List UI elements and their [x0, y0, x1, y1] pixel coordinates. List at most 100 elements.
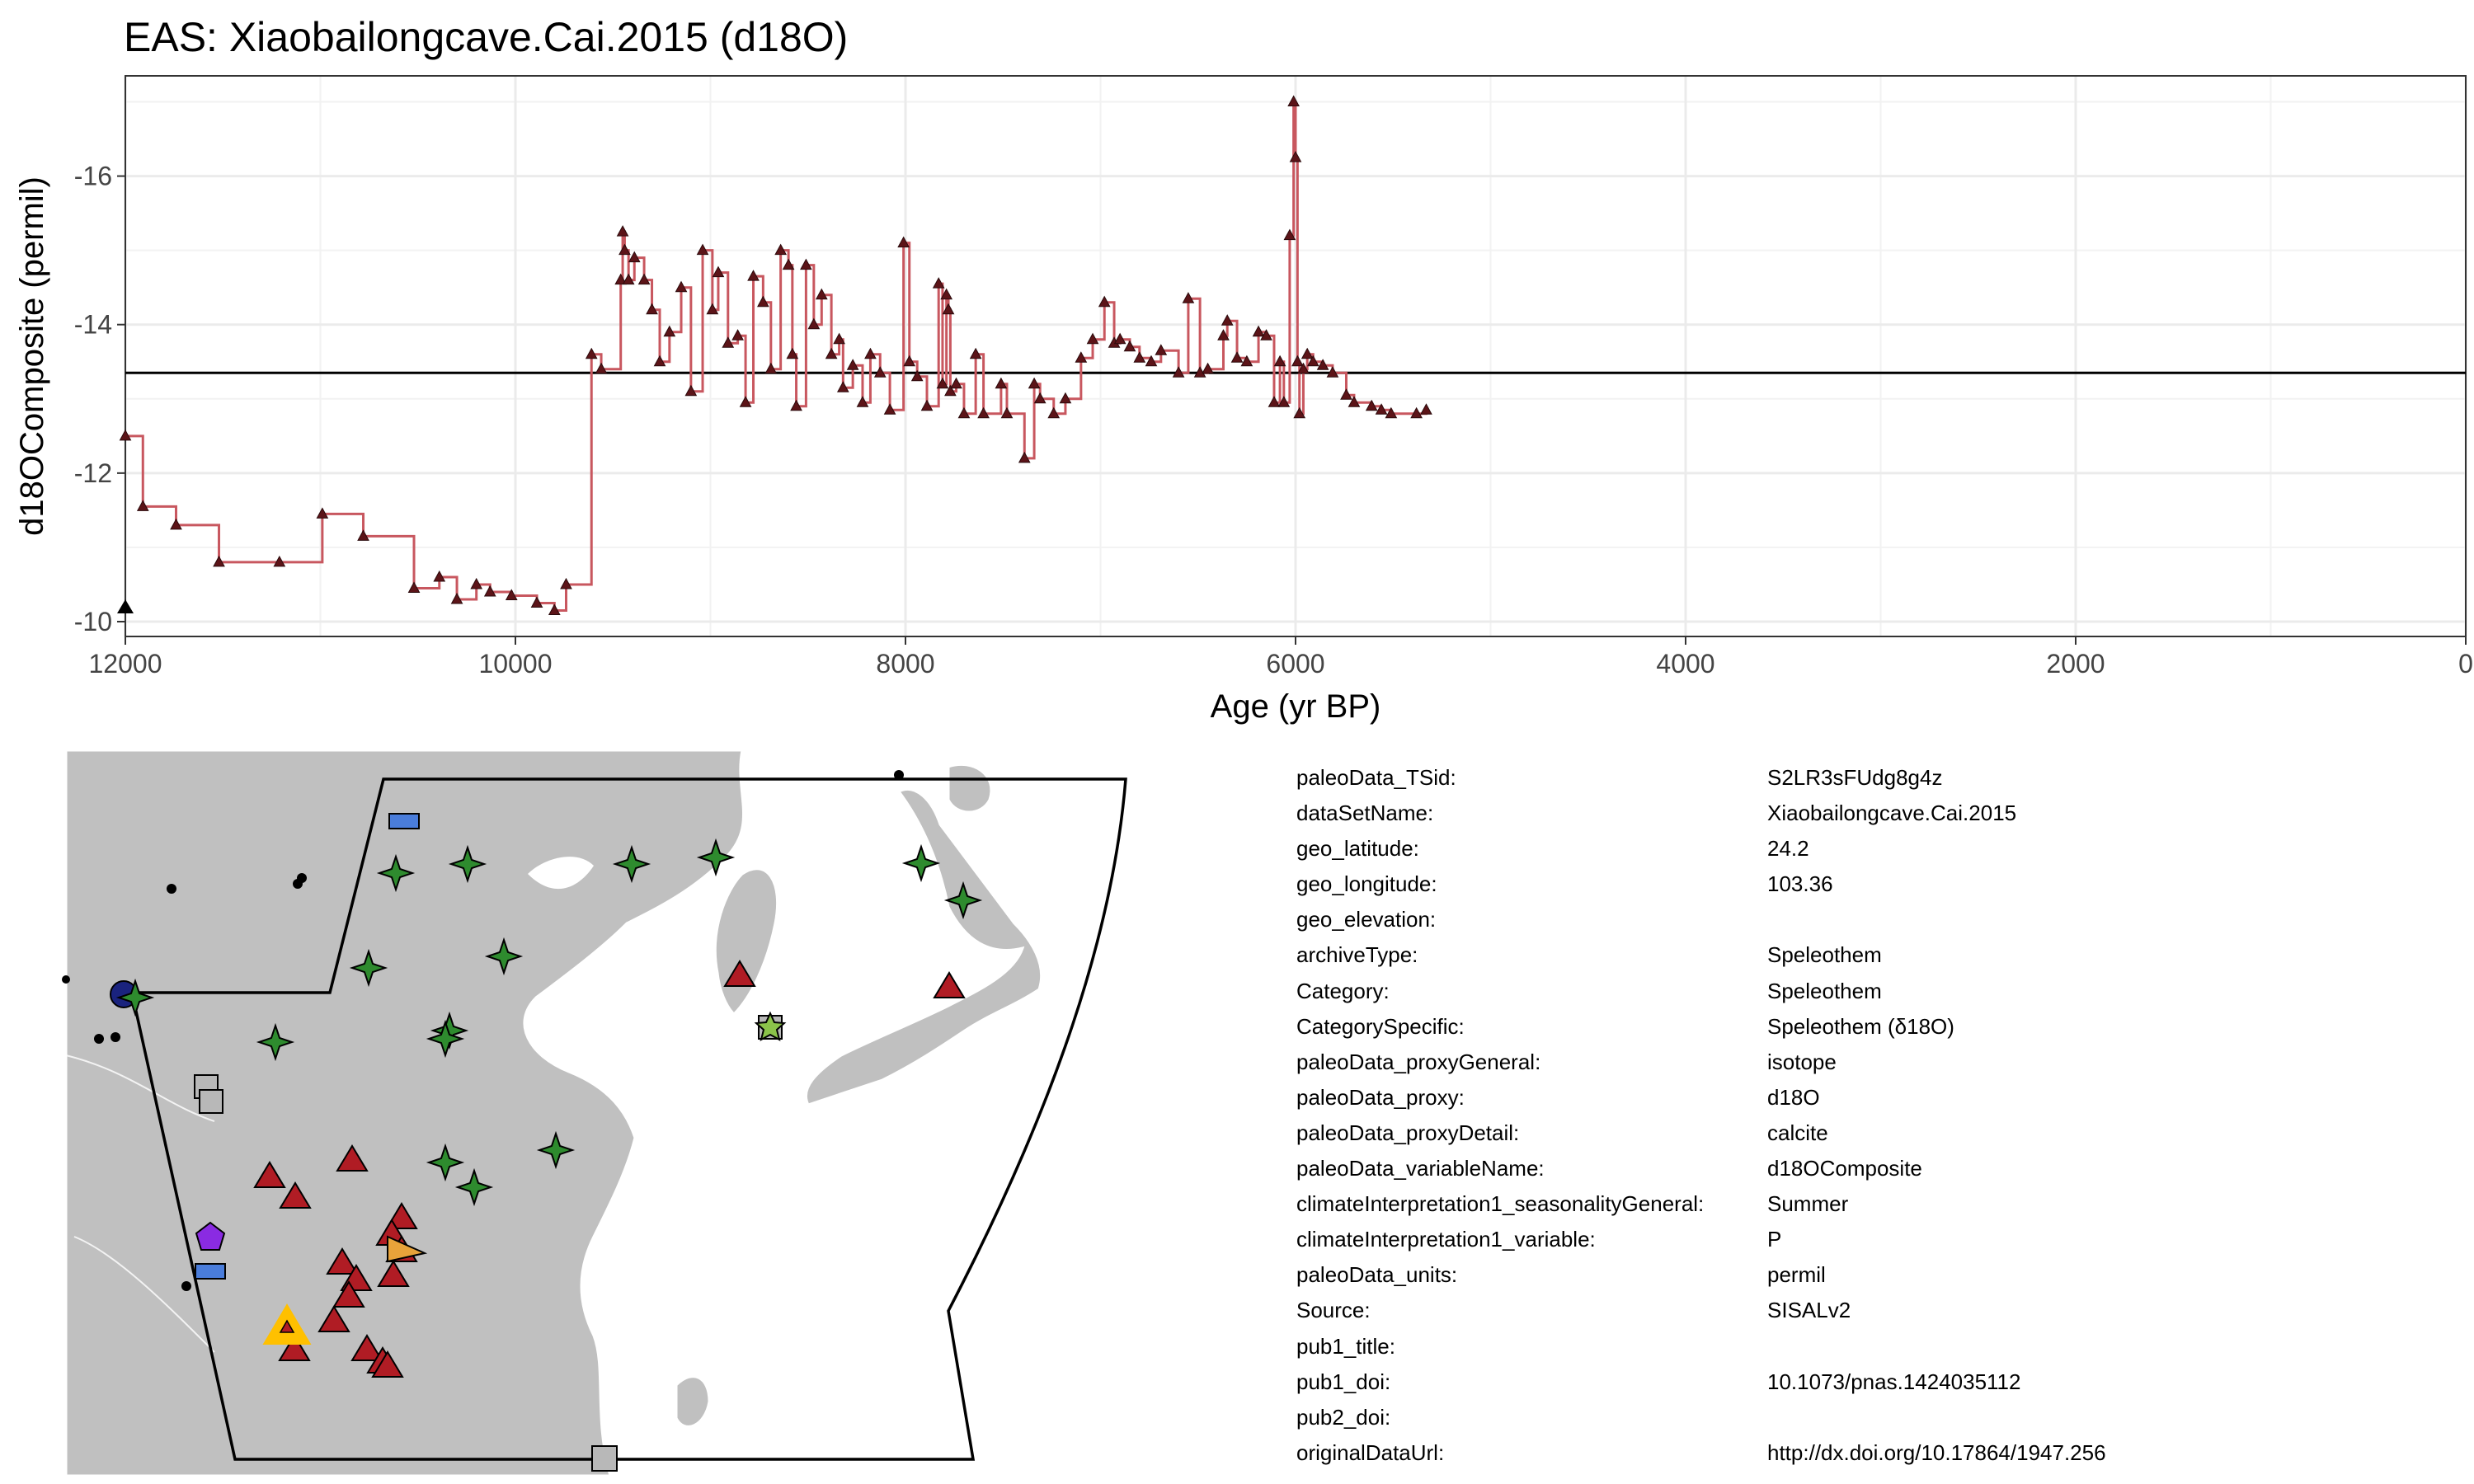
data-point	[1047, 406, 1061, 419]
inland-sea	[528, 857, 594, 890]
data-point	[1172, 366, 1185, 378]
data-point	[483, 585, 496, 597]
metadata-value: calcite	[1767, 1120, 1828, 1145]
data-point	[618, 243, 631, 256]
data-point	[585, 347, 598, 359]
site-star4	[696, 838, 736, 877]
data-point	[782, 258, 795, 270]
site-dot	[62, 975, 70, 984]
y-tick-label: -10	[74, 607, 112, 636]
metadata-key: geo_longitude:	[1296, 871, 1437, 897]
data-point	[790, 399, 802, 411]
site-square	[591, 1445, 618, 1472]
data-point	[1316, 359, 1329, 370]
data-point	[800, 258, 812, 270]
data-point	[873, 366, 887, 378]
site-dot	[894, 770, 904, 780]
data-point	[530, 596, 543, 608]
y-axis-label: d18OComposite (permil)	[14, 176, 50, 536]
metadata-value: d18OComposite	[1767, 1156, 1922, 1181]
site-square	[199, 1089, 223, 1114]
metadata-value: 24.2	[1767, 836, 1809, 862]
metadata-key: paleoData_proxy:	[1296, 1084, 1465, 1110]
site-star4	[448, 844, 487, 884]
data-point	[1306, 355, 1319, 367]
data-point	[119, 429, 132, 441]
metadata-key: geo_latitude:	[1296, 836, 1419, 862]
data-point	[1300, 347, 1314, 359]
x-tick-label: 10000	[479, 649, 553, 679]
data-point	[1273, 355, 1286, 367]
data-point	[833, 332, 845, 345]
site-star4	[536, 1130, 576, 1170]
data-point	[407, 581, 421, 593]
x-axis: 12000 10000 8000 6000 4000 2000 0	[89, 636, 2473, 679]
data-point	[1086, 332, 1099, 345]
x-tick-label: 12000	[89, 649, 162, 679]
site-star4	[901, 843, 941, 883]
y-tick-label: -12	[74, 458, 112, 488]
site-triangle	[336, 1144, 369, 1172]
chart-title: EAS: Xiaobailongcave.Cai.2015 (d18O)	[124, 14, 848, 60]
data-point	[836, 381, 849, 392]
data-point	[825, 347, 838, 359]
data-point	[774, 243, 787, 256]
island-arc-landmass	[804, 787, 1043, 1106]
data-point	[1385, 406, 1398, 419]
data-point	[1230, 351, 1244, 363]
data-point	[170, 518, 182, 530]
metadata-key: pub1_title:	[1296, 1333, 1395, 1359]
data-point	[548, 603, 561, 615]
site-map	[62, 749, 1270, 1477]
data-point	[920, 399, 934, 411]
site-triangle	[350, 1334, 383, 1361]
data-point	[1182, 292, 1195, 303]
site-triangle	[377, 1260, 410, 1287]
southern-island	[675, 1375, 711, 1428]
data-point	[936, 377, 949, 389]
data-point	[1240, 355, 1253, 367]
data-point	[1289, 151, 1302, 162]
data-point	[1075, 351, 1088, 363]
data-point	[706, 303, 719, 315]
site-dot	[167, 884, 176, 894]
data-point	[273, 555, 286, 567]
x-tick-label: 4000	[1656, 649, 1714, 679]
site-star4	[426, 1019, 465, 1059]
x-axis-label: Age (yr BP)	[1211, 688, 1381, 725]
data-point	[450, 592, 463, 604]
site-triangle	[253, 1161, 286, 1188]
y-axis: -10 -12 -14 -16	[74, 162, 125, 636]
data-point	[1113, 332, 1126, 345]
data-point	[747, 270, 760, 281]
data-point	[1348, 396, 1361, 407]
data-point	[1420, 403, 1432, 415]
data-point	[1202, 362, 1214, 374]
data-point	[1000, 406, 1014, 419]
x-tick-label: 8000	[876, 649, 934, 679]
site-triangle	[371, 1350, 404, 1378]
x-tick-label: 2000	[2046, 649, 2105, 679]
metadata-value: SISALv2	[1767, 1298, 1851, 1323]
data-point	[646, 303, 658, 315]
data-point	[950, 377, 962, 389]
data-point	[1145, 355, 1158, 367]
data-point	[1410, 406, 1423, 419]
data-point	[1217, 329, 1230, 340]
metadata-key: CategorySpecific:	[1296, 1013, 1465, 1039]
borders	[65, 758, 215, 1468]
metadata-value: S2LR3sFUdg8g4z	[1767, 765, 1943, 790]
site-triangle	[279, 1181, 312, 1209]
site-triangle	[933, 971, 966, 998]
data-point	[1283, 228, 1296, 241]
this-site-inner	[279, 1319, 295, 1333]
data-point	[1277, 396, 1291, 407]
metadata-key: paleoData_variableName:	[1296, 1156, 1545, 1181]
metadata-value: Speleothem	[1767, 978, 1882, 1003]
site-dot	[293, 879, 303, 889]
x-tick-label: 0	[2458, 649, 2473, 679]
edge-marker	[117, 599, 134, 613]
site-wedge	[387, 1235, 428, 1263]
data-point	[316, 507, 329, 519]
data-markers	[119, 95, 1432, 615]
